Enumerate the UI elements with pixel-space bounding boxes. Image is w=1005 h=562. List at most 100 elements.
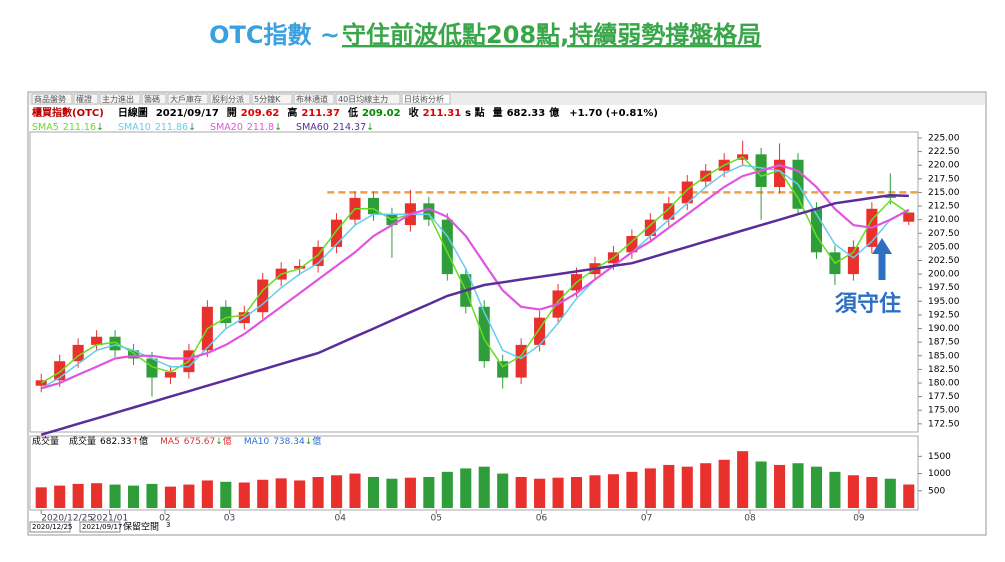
y-tick-label: 180.00: [928, 378, 960, 388]
quote-unit: s 點: [465, 106, 484, 119]
volume-ma-unit: 億: [312, 435, 321, 447]
quote-date: 2021/09/17: [156, 108, 219, 119]
x-tick-label: 07: [641, 514, 652, 524]
x-tick-label: 03: [224, 514, 235, 524]
volume-ma-value: 738.34: [273, 437, 305, 447]
start-date: 2020/12/25: [32, 523, 72, 531]
y-tick-label: 202.50: [928, 256, 960, 266]
y-tick-label: 187.50: [928, 338, 960, 348]
volume-bar: [829, 471, 841, 508]
toolbar-tab[interactable]: [167, 93, 209, 105]
volume-ma-name: MA10: [244, 437, 270, 447]
volume-bar: [718, 459, 730, 508]
toolbar-tab[interactable]: [335, 93, 401, 105]
volume-legend: 成交量 成交量 682.33↑億 MA5 675.67↓億 MA10 738.34↓億: [32, 435, 321, 447]
toolbar-tab-label: 股利分派: [212, 94, 244, 104]
volume-bar: [146, 483, 158, 508]
toolbar-tab[interactable]: [209, 93, 251, 105]
x-tick-label: 06: [536, 514, 548, 524]
toolbar-tab-label: 布林通道: [296, 94, 328, 104]
volume-bar: [644, 468, 656, 508]
toolbar-tab[interactable]: [73, 93, 99, 105]
quote-value: 211.37: [301, 108, 340, 119]
x-tick-label: 08: [744, 514, 756, 524]
toolbar-tab[interactable]: [141, 93, 167, 105]
candle-body: [91, 336, 103, 345]
candle-body: [72, 344, 84, 362]
toolbar-tab-label: 5分鐘K: [254, 94, 281, 104]
volume-bar: [460, 468, 472, 508]
volume-bar: [737, 451, 749, 508]
volume-tick-label: 1000: [928, 469, 951, 479]
volume-bar: [127, 485, 140, 508]
volume-bar: [35, 487, 47, 508]
y-tick-label: 220.00: [928, 161, 960, 171]
volume-ma-unit: 億: [223, 435, 232, 447]
end-date-box[interactable]: [79, 521, 121, 533]
volume-bar: [866, 477, 878, 508]
volume-bar: [534, 478, 546, 508]
legend-name: SMA20: [210, 122, 243, 133]
volume-bar: [589, 475, 601, 508]
candle-body: [478, 306, 490, 362]
volume-bar: [183, 484, 195, 508]
volume-bar: [626, 471, 638, 508]
toolbar-tab[interactable]: [293, 93, 335, 105]
candle-body: [109, 336, 121, 351]
toolbar-tab-label: 40日均線主力: [338, 94, 388, 104]
legend-name: SMA60: [296, 122, 329, 133]
volume-ma-arrow: ↓: [215, 437, 223, 447]
volume-bar: [441, 471, 453, 508]
volume-bar: [164, 486, 176, 508]
quote-label: 高: [287, 106, 297, 119]
toolbar-tab[interactable]: [401, 93, 451, 105]
y-tick-label: 182.50: [928, 365, 960, 375]
candle-body: [497, 361, 509, 378]
volume-bar: [607, 474, 619, 508]
volume-bar: [755, 461, 767, 508]
start-date-box[interactable]: [29, 521, 71, 533]
volume-ma-name: MA5: [160, 437, 180, 447]
volume-bar: [478, 466, 490, 508]
volume-bar: [774, 464, 786, 508]
toolbar-tab[interactable]: [251, 93, 293, 105]
volume-bar: [257, 479, 269, 508]
y-tick-label: 212.50: [928, 202, 960, 212]
y-tick-label: 215.00: [928, 188, 960, 198]
toolbar-tab[interactable]: [31, 93, 73, 105]
legend-value: 214.37: [333, 122, 366, 133]
toolbar-tab-label: 籌碼: [144, 94, 160, 104]
candle-body: [54, 361, 66, 381]
volume-bar: [663, 464, 675, 508]
legend-value: 211.86: [155, 122, 188, 133]
volume-bar: [681, 466, 693, 508]
volume-bar: [423, 477, 435, 508]
volume-tick-label: 1500: [928, 452, 951, 462]
x-tick-label: 2020/12/25: [41, 514, 93, 524]
candle-body: [367, 197, 380, 215]
y-tick-label: 222.50: [928, 147, 960, 157]
quote-label: 收: [409, 106, 419, 119]
volume-item: 成交量: [69, 435, 96, 447]
y-tick-label: 190.00: [928, 324, 960, 334]
candle-body: [164, 372, 176, 378]
y-tick-label: 175.00: [928, 406, 960, 416]
toolbar-tab[interactable]: [99, 93, 141, 105]
volume-bar: [386, 478, 398, 508]
reserve-label: 保留空間: [123, 521, 159, 533]
legend-value: 211.16: [63, 122, 96, 133]
volume-bar: [552, 477, 564, 508]
quote-label: 低: [347, 106, 358, 119]
volume-panel-label: 成交量: [32, 435, 59, 447]
x-tick-label: 2021/01: [91, 514, 128, 524]
volume-unit: 億: [549, 106, 559, 119]
legend-arrow: ↓: [188, 122, 196, 133]
y-tick-label: 177.50: [928, 392, 960, 402]
toolbar-tab-label: 商品盤勢: [34, 94, 66, 104]
y-tick-label: 210.00: [928, 215, 960, 225]
toolbar-tab-label: 權證: [76, 94, 92, 104]
volume-bar: [515, 477, 527, 508]
volume-bar: [91, 483, 103, 508]
candle-body: [626, 235, 638, 253]
